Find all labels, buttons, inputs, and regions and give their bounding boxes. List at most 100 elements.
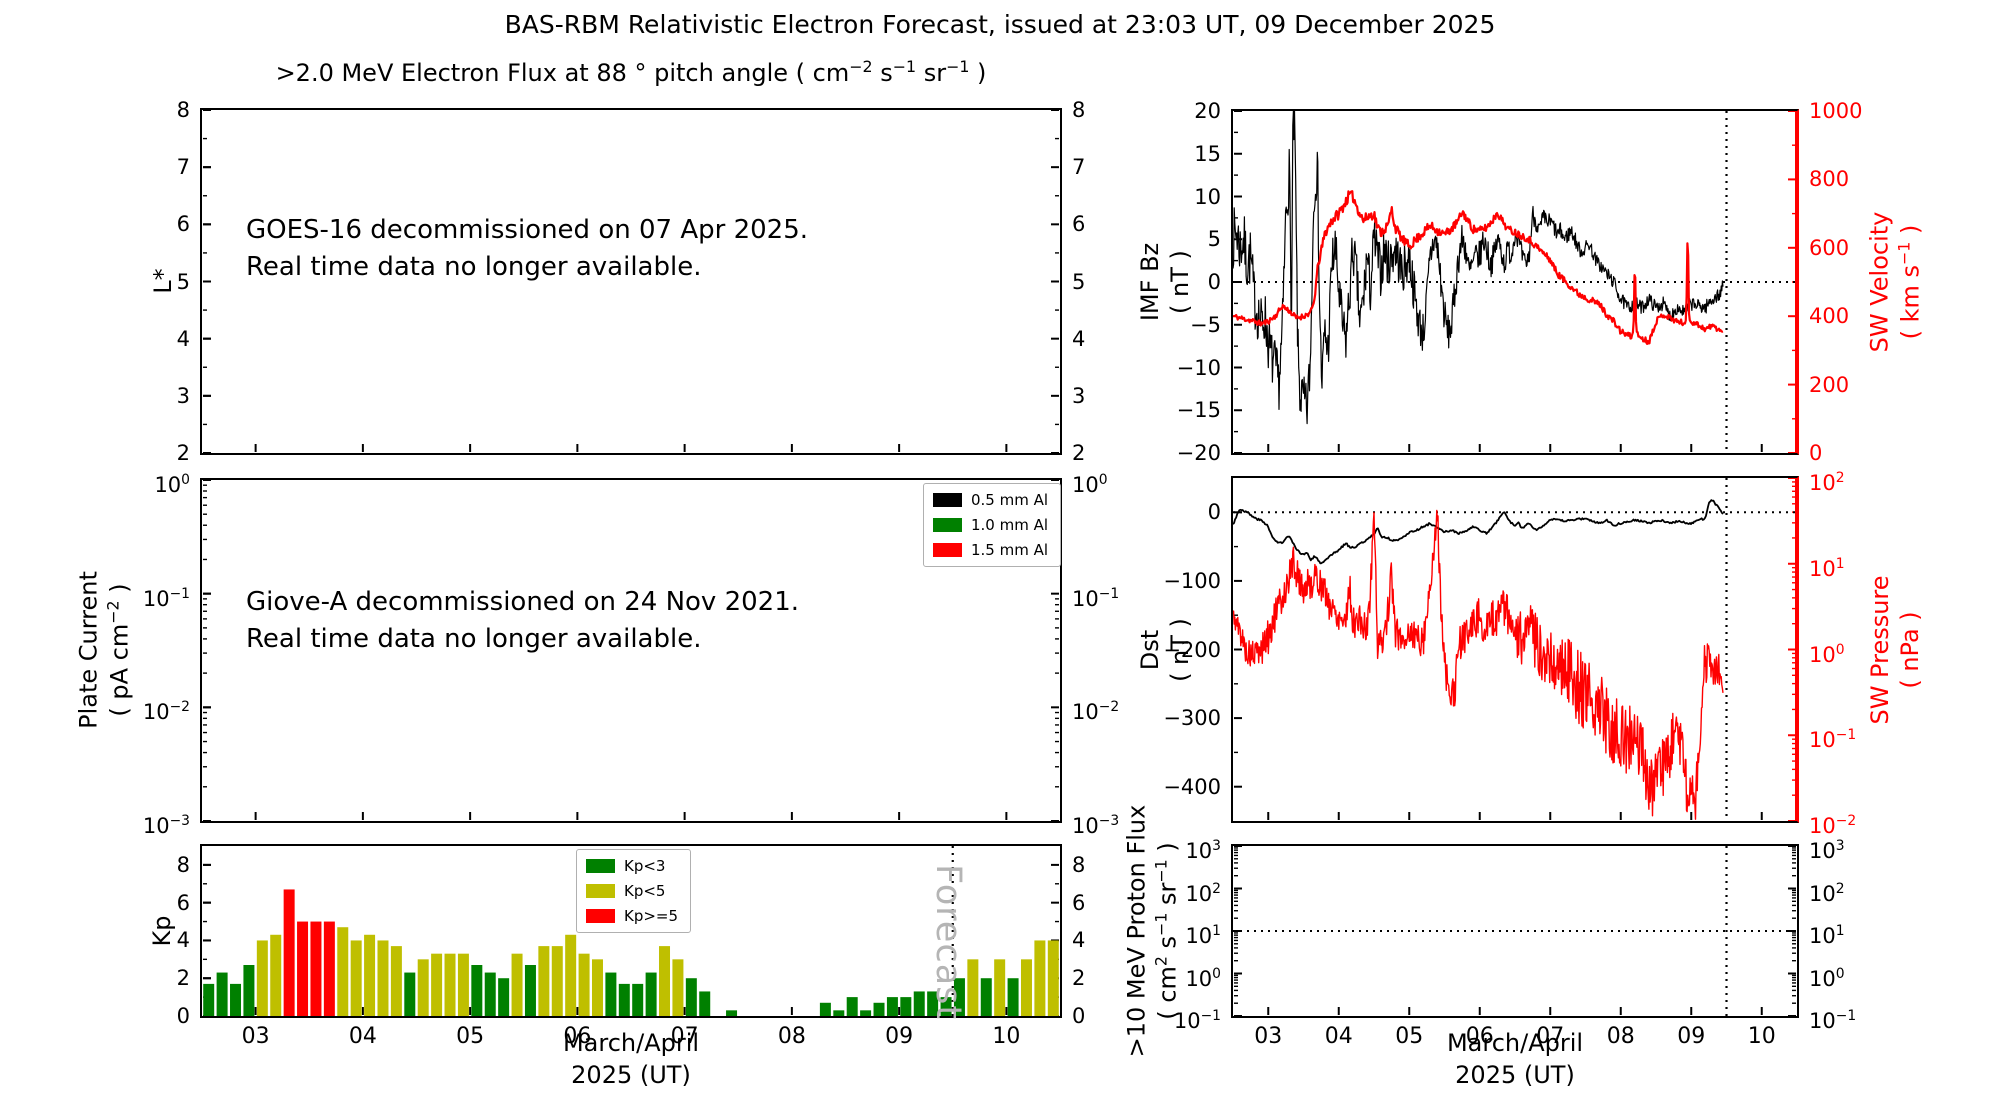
figure-title: BAS-RBM Relativistic Electron Forecast, … (504, 10, 1496, 39)
kp-bar (605, 972, 617, 1016)
legend-entry: 1.5 mm Al (933, 541, 1048, 559)
kp-bar (726, 1010, 738, 1016)
kp-bar (551, 946, 563, 1016)
kp-bar (350, 940, 362, 1016)
tick-label: 10−1 (142, 585, 190, 611)
kp-bar (685, 978, 697, 1016)
tick-label: 10−1 (1809, 1008, 1857, 1033)
tick-label: 05 (1395, 1024, 1424, 1049)
kp-bar (940, 997, 952, 1016)
tick-label: 800 (1809, 167, 1850, 192)
kp-bar (886, 997, 898, 1016)
tick-label: 10−1 (1072, 585, 1120, 611)
tick-label: 101 (1809, 555, 1845, 581)
tick-label: 06 (1465, 1024, 1494, 1049)
tick-label: 103 (1809, 838, 1845, 863)
legend-label: Kp<5 (624, 882, 666, 900)
kp-bar (457, 953, 469, 1016)
tick-label: 101 (1185, 923, 1221, 948)
kp-bar (873, 1002, 885, 1016)
tick-label: 400 (1809, 304, 1850, 329)
tick-label: 04 (348, 1024, 377, 1049)
imf_sw-plot-area (1233, 111, 1797, 453)
tick-label: 100 (1185, 965, 1221, 991)
tick-label: 05 (456, 1024, 485, 1049)
tick-label: 10−3 (1072, 813, 1120, 838)
tick-label: 03 (1254, 1024, 1283, 1049)
kp-bar (578, 953, 590, 1016)
kp-bar (377, 940, 389, 1016)
kp-bar (471, 965, 483, 1016)
kp-bar (900, 997, 912, 1016)
tick-label: 04 (1324, 1024, 1353, 1049)
tick-label: 10−2 (1809, 813, 1857, 838)
kp-bar (243, 965, 255, 1016)
tick-label: 03 (241, 1024, 270, 1049)
kp-bar (699, 991, 711, 1016)
tick-label: −20 (1176, 441, 1221, 465)
legend-swatch-icon (933, 543, 962, 557)
tick-label: 7 (1072, 155, 1086, 180)
kp-bar (256, 940, 268, 1016)
tick-label: 20 (1194, 99, 1221, 123)
kp-bar (417, 959, 429, 1016)
tick-label: 10−2 (1072, 699, 1120, 725)
tick-label: 10 (1194, 184, 1221, 209)
electron-flux-title: >2.0 MeV Electron Flux at 88 ° pitch ang… (275, 57, 987, 87)
kp-bar (538, 946, 550, 1016)
tick-label: 7 (176, 155, 190, 180)
kp-bar (967, 959, 979, 1016)
tick-label: −10 (1176, 355, 1221, 380)
legend-entry: 1.0 mm Al (933, 516, 1048, 534)
kp-bar (364, 934, 376, 1016)
legend-label: 0.5 mm Al (971, 491, 1049, 509)
tick-label: 15 (1194, 141, 1221, 166)
kp-bar (819, 1002, 831, 1016)
tick-label: 6 (1072, 212, 1086, 237)
tick-label: 1000 (1809, 99, 1863, 123)
tick-label: 07 (670, 1024, 699, 1049)
proton-xaxis-label: March/April 2025 (UT) (1446, 1029, 1584, 1090)
kp-bar (323, 921, 335, 1016)
kp-bar (632, 983, 644, 1016)
kp-bar (591, 959, 603, 1016)
tick-label: 4 (176, 928, 190, 953)
tick-label: 5 (1207, 227, 1221, 252)
tick-label: 08 (1606, 1024, 1635, 1049)
tick-label: 102 (1809, 880, 1845, 906)
tick-label: 2 (176, 441, 190, 465)
legend-swatch-icon (586, 859, 615, 873)
imf-bz-series (1233, 111, 1724, 425)
tick-label: 100 (154, 472, 190, 497)
tick-label: 0 (1207, 270, 1221, 294)
tick-label: 2 (176, 966, 190, 991)
goes16-message: GOES-16 decommissioned on 07 Apr 2025. R… (246, 215, 808, 282)
tick-label: −100 (1163, 568, 1221, 593)
tick-label: 10−3 (142, 813, 190, 838)
tick-label: 07 (1536, 1024, 1565, 1049)
legend-label: Kp<3 (624, 857, 666, 875)
tick-label: 102 (1185, 880, 1221, 906)
kp-bar (390, 946, 402, 1016)
sw-pressure-series (1233, 509, 1724, 820)
kp-xaxis-label: March/April 2025 (UT) (562, 1029, 700, 1090)
tick-label: 100 (1072, 472, 1108, 497)
panel-imf-sw (1231, 109, 1799, 455)
tick-label: 6 (176, 212, 190, 237)
tick-label: 5 (1072, 269, 1086, 294)
kp-bar (230, 983, 242, 1016)
kp-bar (310, 921, 322, 1016)
tick-label: 4 (176, 326, 190, 351)
tick-label: 3 (176, 383, 190, 408)
kp-legend: Kp<3 Kp<5 Kp>=5 (576, 849, 692, 933)
kp-bar (833, 1010, 845, 1016)
legend-swatch-icon (933, 493, 962, 507)
kp-bar (980, 978, 992, 1016)
kp-bar (659, 946, 671, 1016)
tick-label: 0 (1809, 441, 1823, 465)
kp-bar (444, 953, 456, 1016)
kp-bar (297, 921, 309, 1016)
kp-bar (618, 983, 630, 1016)
kp-bar (953, 978, 965, 1016)
kp-bar (484, 972, 496, 1016)
